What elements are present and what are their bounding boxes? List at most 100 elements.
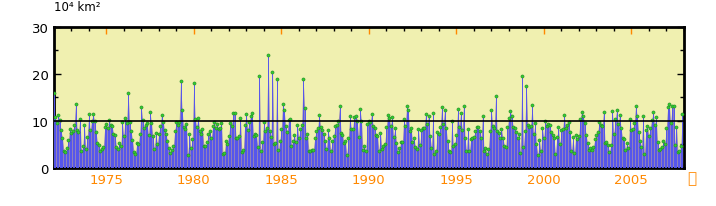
- Point: [191, 125, 203, 129]
- Point: [69, 124, 80, 127]
- Point: [395, 140, 407, 144]
- Point: [289, 134, 300, 137]
- Point: [412, 128, 424, 131]
- Point: [672, 151, 684, 154]
- Point: [495, 128, 507, 131]
- Point: [567, 136, 579, 139]
- Point: [509, 127, 521, 130]
- Point: [503, 117, 515, 120]
- Point: [200, 145, 211, 148]
- Point: [480, 147, 491, 150]
- Point: [360, 150, 372, 153]
- Point: [280, 124, 291, 128]
- Point: [481, 153, 493, 156]
- Point: [229, 111, 241, 115]
- Text: 10⁴ km²: 10⁴ km²: [54, 1, 100, 14]
- Point: [442, 140, 453, 143]
- Point: [423, 115, 435, 118]
- Point: [493, 132, 504, 135]
- Point: [51, 121, 62, 125]
- Point: [283, 119, 294, 123]
- Point: [281, 131, 293, 134]
- Point: [363, 120, 374, 123]
- Point: [153, 133, 165, 137]
- Point: [468, 136, 480, 139]
- Point: [522, 124, 533, 128]
- Point: [367, 125, 379, 128]
- Point: [106, 125, 117, 128]
- Point: [380, 125, 392, 129]
- Point: [321, 148, 332, 151]
- Point: [439, 109, 450, 112]
- Point: [125, 130, 137, 133]
- Point: [231, 137, 242, 140]
- Point: [497, 137, 508, 140]
- Point: [665, 122, 677, 125]
- Point: [410, 146, 421, 149]
- Point: [595, 124, 606, 127]
- Point: [561, 123, 573, 127]
- Point: [162, 140, 173, 143]
- Point: [604, 151, 615, 154]
- Point: [349, 116, 360, 119]
- Point: [377, 144, 389, 148]
- Point: [166, 149, 178, 152]
- Point: [364, 121, 376, 124]
- Point: [579, 122, 590, 125]
- Point: [76, 150, 87, 153]
- Point: [315, 125, 326, 129]
- Point: [432, 131, 443, 134]
- Point: [601, 140, 612, 144]
- Point: [130, 153, 141, 156]
- Point: [152, 143, 163, 146]
- Point: [373, 149, 384, 153]
- Point: [267, 70, 279, 74]
- Point: [388, 135, 400, 139]
- Point: [557, 127, 569, 131]
- Point: [249, 133, 261, 137]
- Point: [256, 141, 268, 144]
- Point: [609, 118, 621, 122]
- Point: [538, 137, 549, 140]
- Point: [128, 150, 140, 153]
- Point: [169, 129, 180, 132]
- Point: [96, 147, 107, 151]
- Point: [449, 142, 460, 146]
- Point: [586, 149, 598, 152]
- Point: [435, 126, 446, 129]
- Point: [654, 147, 666, 151]
- Point: [477, 115, 488, 118]
- Point: [387, 115, 398, 119]
- Point: [300, 137, 311, 140]
- Point: [299, 107, 310, 110]
- Point: [356, 119, 367, 123]
- Point: [187, 138, 198, 141]
- Point: [639, 153, 650, 156]
- Point: [102, 127, 113, 130]
- Point: [331, 124, 342, 127]
- Point: [326, 139, 338, 143]
- Point: [588, 146, 599, 149]
- Point: [118, 135, 130, 138]
- Point: [384, 117, 395, 121]
- Point: [566, 149, 577, 152]
- Point: [429, 153, 440, 156]
- Point: [519, 129, 531, 132]
- Point: [121, 122, 132, 125]
- Point: [124, 121, 135, 124]
- Point: [612, 123, 624, 126]
- Point: [404, 130, 415, 133]
- Point: [464, 150, 475, 153]
- Point: [64, 128, 75, 131]
- Point: [532, 153, 543, 157]
- Point: [405, 126, 417, 130]
- Point: [591, 134, 602, 137]
- Point: [550, 153, 561, 156]
- Point: [221, 143, 233, 146]
- Point: [546, 130, 557, 133]
- Point: [183, 133, 195, 136]
- Point: [198, 145, 210, 148]
- Point: [426, 146, 437, 150]
- Point: [80, 148, 92, 151]
- Point: [458, 105, 469, 108]
